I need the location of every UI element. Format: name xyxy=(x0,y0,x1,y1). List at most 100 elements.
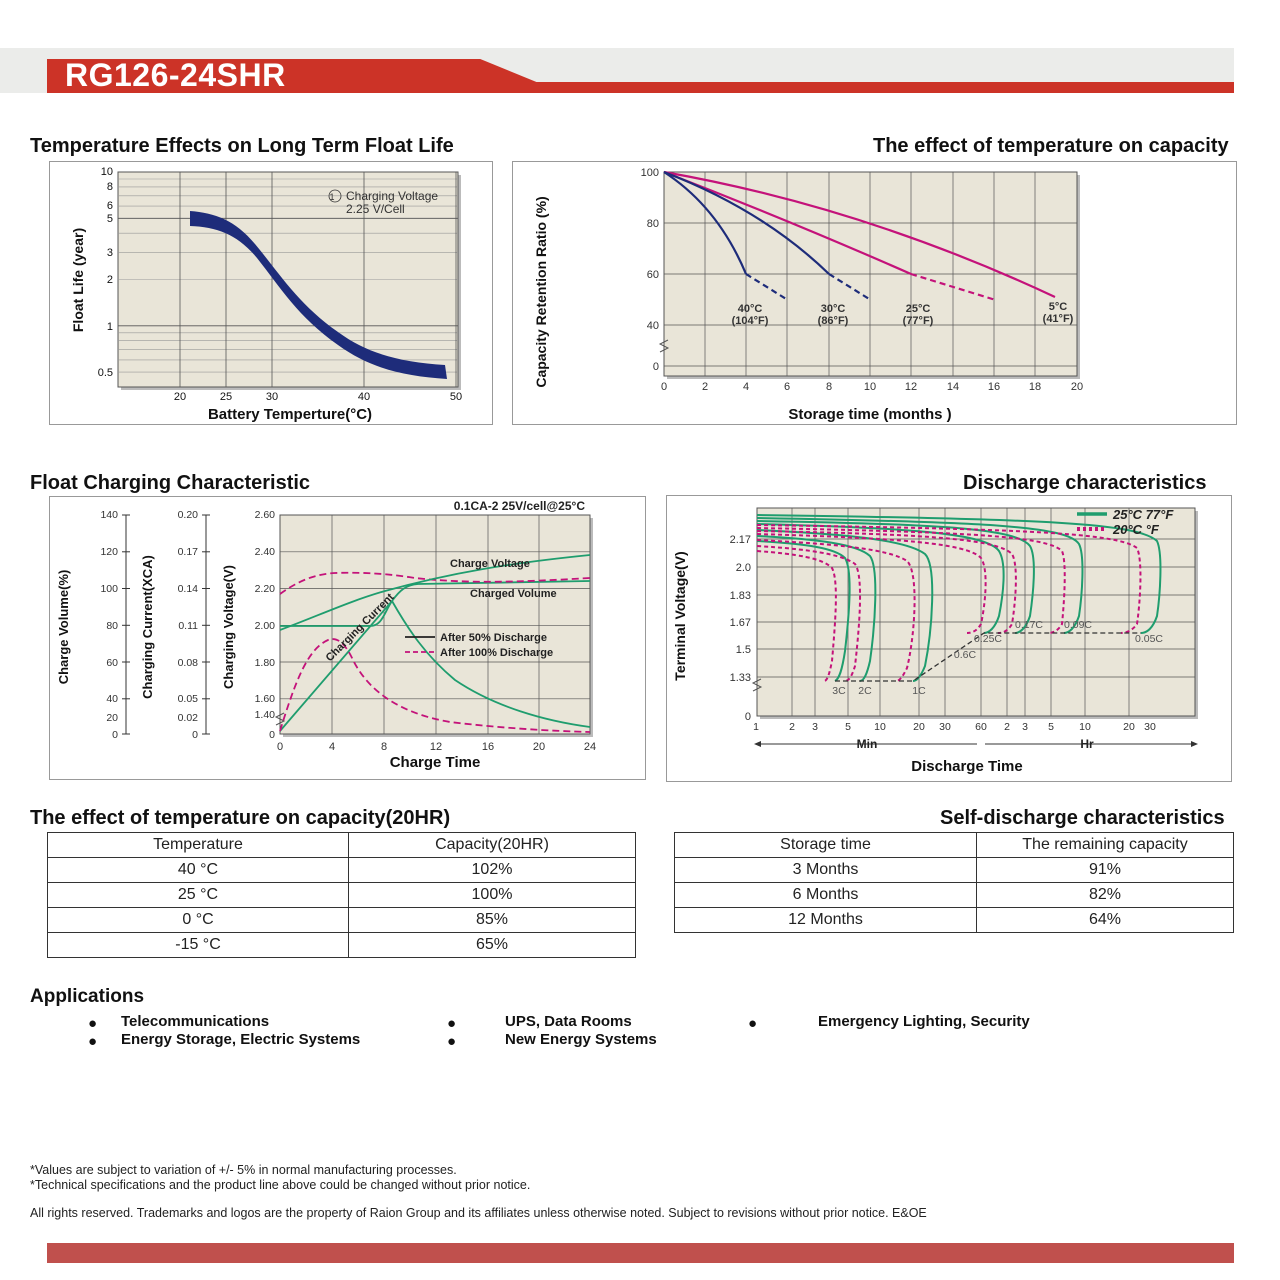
svg-text:0.05: 0.05 xyxy=(178,693,199,705)
svg-text:Hr: Hr xyxy=(1080,737,1094,751)
svg-text:0: 0 xyxy=(661,381,667,393)
svg-text:20: 20 xyxy=(174,391,186,403)
svg-text:0: 0 xyxy=(277,741,283,753)
svg-text:0.14: 0.14 xyxy=(178,583,199,595)
svg-text:30: 30 xyxy=(266,391,278,403)
svg-text:0.08: 0.08 xyxy=(178,657,199,669)
svg-text:0.09C: 0.09C xyxy=(1064,619,1092,631)
svg-text:40: 40 xyxy=(106,693,118,705)
svg-text:1: 1 xyxy=(107,321,113,333)
svg-text:60: 60 xyxy=(647,269,659,281)
svg-text:10: 10 xyxy=(874,721,886,733)
svg-text:0.17C: 0.17C xyxy=(1015,619,1043,631)
svg-text:8: 8 xyxy=(826,381,832,393)
svg-text:2: 2 xyxy=(1004,721,1010,733)
svg-text:0: 0 xyxy=(653,361,659,373)
svg-text:5°C: 5°C xyxy=(1049,301,1068,313)
svg-text:16: 16 xyxy=(482,741,494,753)
svg-text:Capacity Retention Ratio (%): Capacity Retention Ratio (%) xyxy=(533,196,549,387)
svg-text:0: 0 xyxy=(745,711,751,723)
svg-text:Charged Volume: Charged Volume xyxy=(470,588,557,600)
svg-text:40: 40 xyxy=(358,391,370,403)
svg-text:6: 6 xyxy=(107,200,113,212)
svg-text:5: 5 xyxy=(1048,721,1054,733)
svg-text:1.80: 1.80 xyxy=(255,657,276,669)
svg-text:18: 18 xyxy=(1029,381,1041,393)
svg-text:Battery Temperture(°C): Battery Temperture(°C) xyxy=(208,406,372,423)
svg-text:Charging Voltage: Charging Voltage xyxy=(346,189,438,203)
svg-text:60: 60 xyxy=(975,721,987,733)
svg-text:After 50% Discharge: After 50% Discharge xyxy=(440,632,547,644)
svg-text:100: 100 xyxy=(641,167,659,179)
svg-text:25°C 77°F: 25°C 77°F xyxy=(1112,507,1174,522)
svg-text:25°C: 25°C xyxy=(906,303,931,315)
svg-text:0.11: 0.11 xyxy=(178,620,198,632)
svg-text:2: 2 xyxy=(789,721,795,733)
svg-text:2.25 V/Cell: 2.25 V/Cell xyxy=(346,202,405,216)
svg-text:20: 20 xyxy=(1123,721,1135,733)
svg-text:(77°F): (77°F) xyxy=(903,315,934,327)
svg-text:8: 8 xyxy=(381,741,387,753)
svg-text:14: 14 xyxy=(947,381,959,393)
svg-text:Charge Volume(%): Charge Volume(%) xyxy=(56,570,71,685)
svg-text:0: 0 xyxy=(112,729,118,741)
svg-text:0.6C: 0.6C xyxy=(954,649,977,661)
svg-text:(86°F): (86°F) xyxy=(818,315,849,327)
svg-text:5: 5 xyxy=(845,721,851,733)
svg-text:4: 4 xyxy=(743,381,749,393)
svg-text:40: 40 xyxy=(647,320,659,332)
svg-text:30: 30 xyxy=(1144,721,1156,733)
svg-text:20: 20 xyxy=(106,712,118,724)
svg-text:140: 140 xyxy=(100,509,118,521)
svg-text:0.25C: 0.25C xyxy=(974,633,1002,645)
svg-text:0.17: 0.17 xyxy=(178,546,199,558)
svg-text:0: 0 xyxy=(269,729,275,741)
svg-text:2.17: 2.17 xyxy=(730,534,751,546)
svg-text:0: 0 xyxy=(192,729,198,741)
svg-text:12: 12 xyxy=(430,741,442,753)
svg-text:1.67: 1.67 xyxy=(730,617,751,629)
svg-text:After 100% Discharge: After 100% Discharge xyxy=(440,647,553,659)
svg-text:10: 10 xyxy=(101,166,113,178)
svg-text:24: 24 xyxy=(584,741,596,753)
svg-text:2.0: 2.0 xyxy=(736,562,751,574)
svg-text:0.02: 0.02 xyxy=(178,712,199,724)
svg-text:8: 8 xyxy=(107,181,113,193)
svg-text:0.20: 0.20 xyxy=(178,509,199,521)
svg-text:50: 50 xyxy=(450,391,462,403)
svg-text:3: 3 xyxy=(107,247,113,259)
svg-text:0.05C: 0.05C xyxy=(1135,633,1163,645)
svg-text:20: 20 xyxy=(533,741,545,753)
svg-text:4: 4 xyxy=(329,741,335,753)
svg-text:1C: 1C xyxy=(912,685,926,697)
svg-text:Discharge Time: Discharge Time xyxy=(911,758,1022,775)
svg-text:(41°F): (41°F) xyxy=(1043,313,1074,325)
svg-text:2: 2 xyxy=(107,274,113,286)
svg-text:5: 5 xyxy=(107,213,113,225)
svg-text:120: 120 xyxy=(100,546,118,558)
svg-text:1.60: 1.60 xyxy=(255,693,276,705)
svg-text:Terminal Voltage(V): Terminal Voltage(V) xyxy=(672,551,688,680)
svg-text:(104°F): (104°F) xyxy=(732,315,769,327)
svg-text:16: 16 xyxy=(988,381,1000,393)
svg-text:20: 20 xyxy=(913,721,925,733)
svg-text:3: 3 xyxy=(1022,721,1028,733)
svg-text:1.33: 1.33 xyxy=(730,672,751,684)
svg-text:100: 100 xyxy=(100,583,118,595)
svg-text:6: 6 xyxy=(784,381,790,393)
svg-text:Charge Voltage: Charge Voltage xyxy=(450,558,530,570)
svg-text:2.00: 2.00 xyxy=(255,620,276,632)
svg-text:10: 10 xyxy=(864,381,876,393)
svg-text:2.40: 2.40 xyxy=(255,546,276,558)
svg-text:25: 25 xyxy=(220,391,232,403)
svg-text:1.40: 1.40 xyxy=(255,709,276,721)
svg-text:Float Life (year): Float Life (year) xyxy=(70,228,86,332)
svg-text:10: 10 xyxy=(1079,721,1091,733)
svg-text:80: 80 xyxy=(647,218,659,230)
svg-text:Storage time (months ): Storage time (months ) xyxy=(788,406,951,423)
svg-text:80: 80 xyxy=(106,620,118,632)
svg-text:12: 12 xyxy=(905,381,917,393)
svg-text:40°C: 40°C xyxy=(738,303,763,315)
svg-text:Min: Min xyxy=(857,737,878,751)
svg-text:1: 1 xyxy=(753,721,759,733)
